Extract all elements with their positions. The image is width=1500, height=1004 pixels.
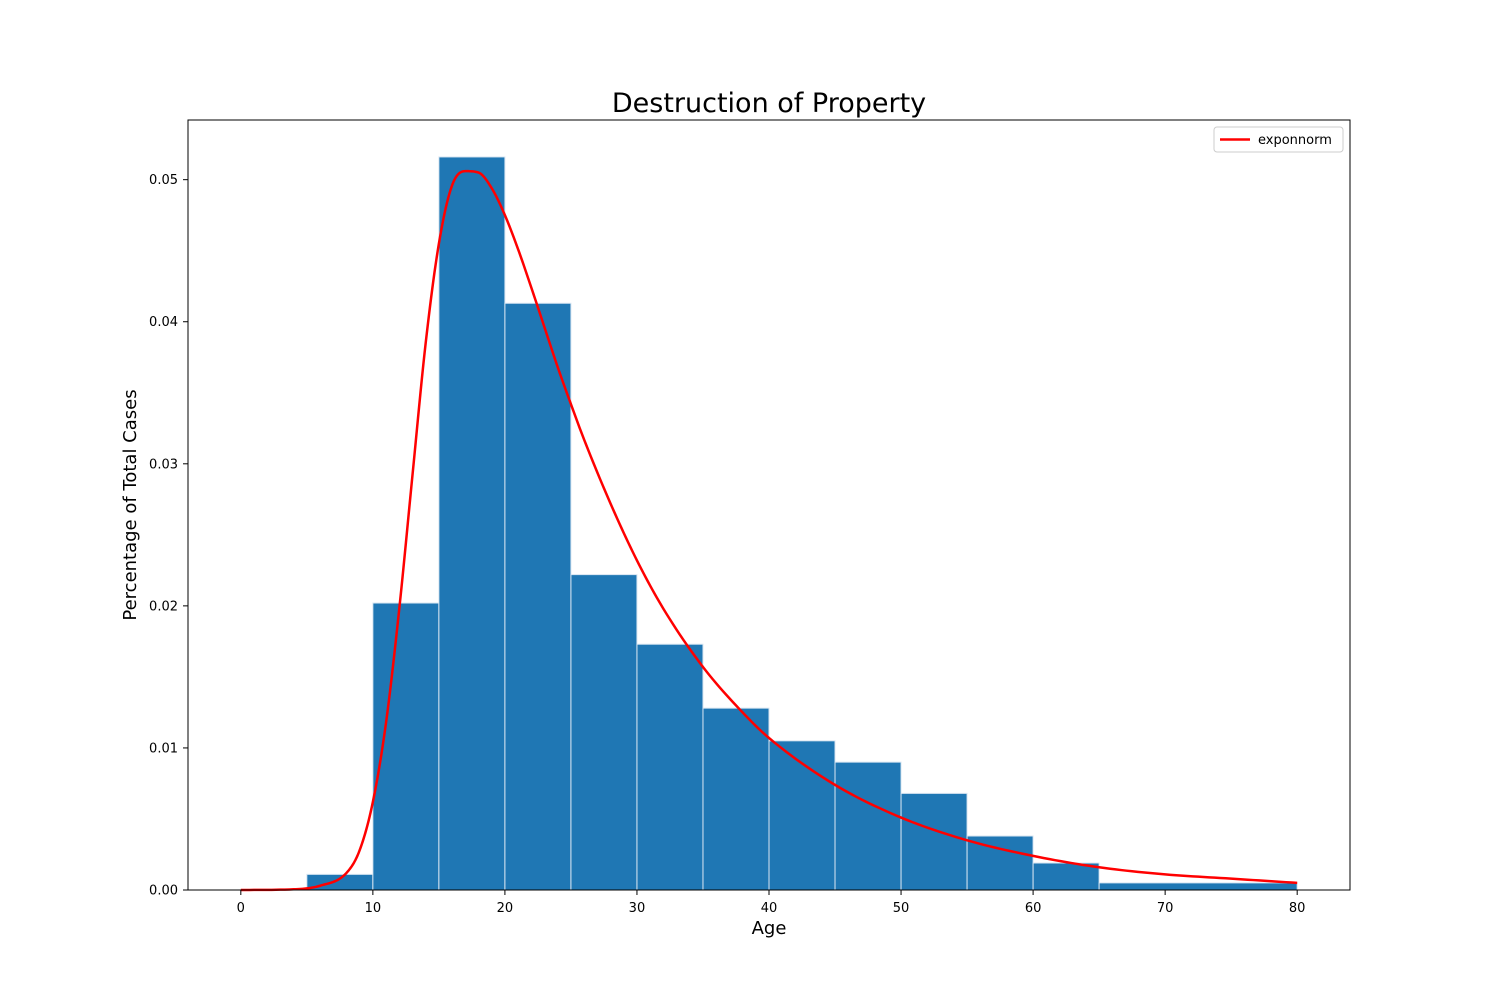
legend-label-exponnorm: exponnorm <box>1258 133 1332 148</box>
histogram-bar <box>768 740 836 891</box>
histogram-bar <box>1098 882 1298 891</box>
histogram-bars <box>306 156 1298 891</box>
y-tick-label: 0.00 <box>149 884 178 899</box>
x-tick-label: 40 <box>761 901 778 916</box>
histogram-bar <box>702 707 770 891</box>
histogram-bar <box>504 302 572 891</box>
histogram-bar <box>636 643 704 891</box>
x-tick-label: 60 <box>1025 901 1042 916</box>
x-tick-label: 50 <box>893 901 910 916</box>
x-axis: 0 10 20 30 40 50 60 70 80 <box>237 890 1306 916</box>
legend-box <box>1213 126 1344 153</box>
legend: exponnorm <box>1213 126 1344 153</box>
chart-title: Destruction of Property <box>612 88 926 119</box>
histogram-bar <box>438 156 506 891</box>
histogram-bar <box>834 761 902 891</box>
x-tick-label: 70 <box>1157 901 1174 916</box>
y-tick-label: 0.01 <box>149 741 178 756</box>
y-tick-label: 0.03 <box>149 457 178 472</box>
x-tick-label: 20 <box>497 901 514 916</box>
y-tick-label: 0.05 <box>149 173 178 188</box>
x-tick-label: 0 <box>237 901 245 916</box>
x-tick-label: 30 <box>629 901 646 916</box>
histogram-bar <box>966 835 1034 891</box>
histogram-bar <box>900 792 968 891</box>
x-axis-title: Age <box>752 918 787 939</box>
y-axis: 0.00 0.01 0.02 0.03 0.04 0.05 <box>149 173 188 899</box>
y-tick-label: 0.04 <box>149 315 178 330</box>
y-axis-title: Percentage of Total Cases <box>120 389 141 620</box>
histogram-bar <box>570 574 638 891</box>
fit-curve-layer <box>240 169 1298 892</box>
x-tick-label: 10 <box>365 901 382 916</box>
x-tick-label: 80 <box>1289 901 1306 916</box>
series-line-exponnorm <box>240 169 1298 892</box>
y-tick-label: 0.02 <box>149 599 178 614</box>
